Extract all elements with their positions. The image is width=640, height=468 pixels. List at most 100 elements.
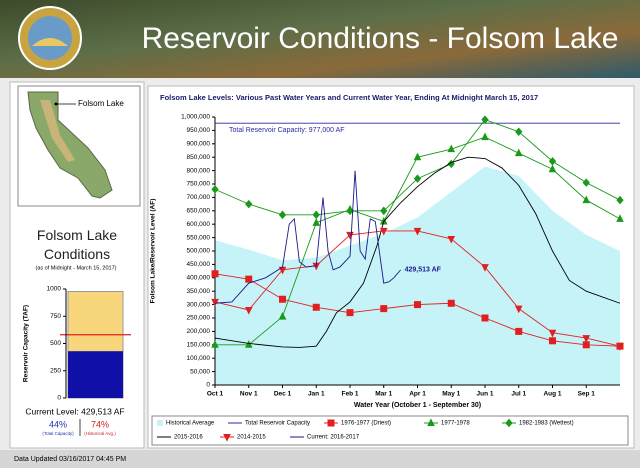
- seal-figure: [32, 38, 68, 46]
- chart-title: Folsom Lake Levels: Various Past Water Y…: [160, 93, 538, 102]
- marker: [548, 156, 557, 166]
- y-tick-label: 150,000: [187, 342, 211, 349]
- marker: [346, 206, 354, 216]
- marker: [211, 185, 219, 194]
- map-label: Folsom Lake: [78, 99, 124, 108]
- pct-capacity-label: (Total Capacity): [42, 431, 74, 436]
- x-tick-label: Mar 1: [375, 391, 392, 398]
- marker: [447, 144, 456, 153]
- footer-text: Data Updated 03/16/2017 04:45 PM: [14, 456, 126, 463]
- marker: [413, 152, 422, 161]
- y-tick-label: 850,000: [187, 154, 211, 161]
- legend-label: Historical Average: [166, 421, 215, 427]
- legend-label: 1982-1983 (Wettest): [519, 421, 574, 427]
- series-line: [214, 156, 621, 348]
- y-tick-label: 750,000: [187, 181, 211, 188]
- marker: [245, 275, 253, 283]
- gauge-y-label: Reservoir Capacity (TAF): [23, 305, 30, 382]
- marker: [413, 174, 422, 183]
- y-tick-label: 100,000: [187, 355, 211, 362]
- legend-marker: [223, 434, 231, 442]
- map-location: [54, 102, 58, 106]
- y-tick-label: 300,000: [187, 301, 211, 308]
- gauge-tick-label: 250: [50, 367, 61, 374]
- marker: [616, 214, 624, 222]
- marker: [278, 210, 287, 220]
- x-tick-label: Jul 1: [511, 391, 526, 398]
- marker: [616, 195, 624, 205]
- pct-capacity: 44%: [49, 419, 67, 429]
- y-tick-label: 50,000: [190, 368, 210, 375]
- x-tick-label: Jan 1: [308, 391, 325, 398]
- marker: [380, 206, 388, 216]
- marker: [244, 306, 253, 315]
- gauge-tick-label: 500: [50, 340, 61, 347]
- conditions-title: Folsom Lake Conditions: [36, 227, 118, 262]
- marker: [414, 301, 421, 309]
- x-tick-label: May 1: [442, 391, 460, 398]
- marker: [244, 340, 253, 348]
- legend-label: 1976-1977 (Driest): [341, 421, 391, 427]
- marker: [211, 298, 219, 307]
- y-tick-label: 400,000: [187, 275, 211, 282]
- gauge-tick-label: 750: [50, 313, 61, 320]
- legend-label: 1977-1978: [441, 421, 470, 427]
- y-tick-label: 200,000: [187, 328, 211, 335]
- legend-label: Total Reservoir Capacity: [245, 421, 310, 427]
- y-tick-label: 650,000: [187, 208, 211, 215]
- y-tick-label: 450,000: [187, 261, 211, 268]
- conditions-subtitle: (as of Midnight - March 15, 2017): [35, 265, 116, 271]
- marker: [481, 132, 489, 141]
- footer-bar: [0, 450, 640, 468]
- x-tick-label: Oct 1: [207, 391, 224, 398]
- marker: [582, 195, 591, 204]
- marker: [514, 305, 523, 314]
- series-label: Total Reservoir Capacity: 977,000 AF: [229, 127, 345, 134]
- header-band: [0, 0, 640, 78]
- marker: [481, 314, 489, 322]
- legend-swatch: [157, 420, 163, 426]
- y-axis-label: Folsom Lake/Reservoir Level (AF): [150, 199, 157, 304]
- marker: [515, 327, 523, 335]
- marker: [312, 303, 320, 311]
- legend-marker: [327, 419, 335, 427]
- y-tick-label: 800,000: [187, 167, 211, 174]
- x-tick-label: Dec 1: [274, 391, 292, 398]
- series-line: [214, 170, 401, 304]
- marker: [380, 305, 388, 313]
- marker: [582, 178, 590, 187]
- legend-label: 2015-2016: [174, 435, 203, 441]
- marker: [447, 235, 456, 244]
- header-title: Reservoir Conditions - Folsom Lake: [142, 22, 619, 55]
- current-level: Current Level: 429,513 AF: [25, 406, 124, 416]
- marker: [245, 199, 253, 209]
- pct-historical: 74%: [91, 419, 109, 429]
- x-tick-label: Sep 1: [578, 391, 596, 398]
- marker: [279, 295, 286, 303]
- y-tick-label: 700,000: [187, 194, 211, 201]
- y-tick-label: 550,000: [187, 234, 211, 241]
- gauge-tick-label: 0: [57, 395, 61, 402]
- y-tick-label: 1,000,000: [181, 114, 210, 121]
- marker: [481, 115, 489, 124]
- marker: [413, 227, 422, 236]
- legend-label: Current: 2016-2017: [307, 435, 360, 441]
- marker: [616, 343, 624, 351]
- marker: [582, 335, 591, 343]
- y-tick-label: 0: [206, 382, 210, 389]
- legend-marker: [505, 418, 513, 428]
- x-tick-label: Aug 1: [543, 391, 561, 398]
- marker: [548, 164, 557, 173]
- marker: [514, 148, 523, 157]
- marker: [211, 340, 219, 348]
- y-tick-label: 350,000: [187, 288, 211, 295]
- y-tick-label: 950,000: [187, 127, 211, 134]
- legend-box: [151, 415, 629, 446]
- end-label: 429,513 AF: [405, 267, 442, 274]
- map-valley: [40, 100, 75, 162]
- y-tick-label: 600,000: [187, 221, 211, 228]
- x-tick-label: Nov 1: [240, 391, 258, 398]
- marker: [211, 270, 219, 278]
